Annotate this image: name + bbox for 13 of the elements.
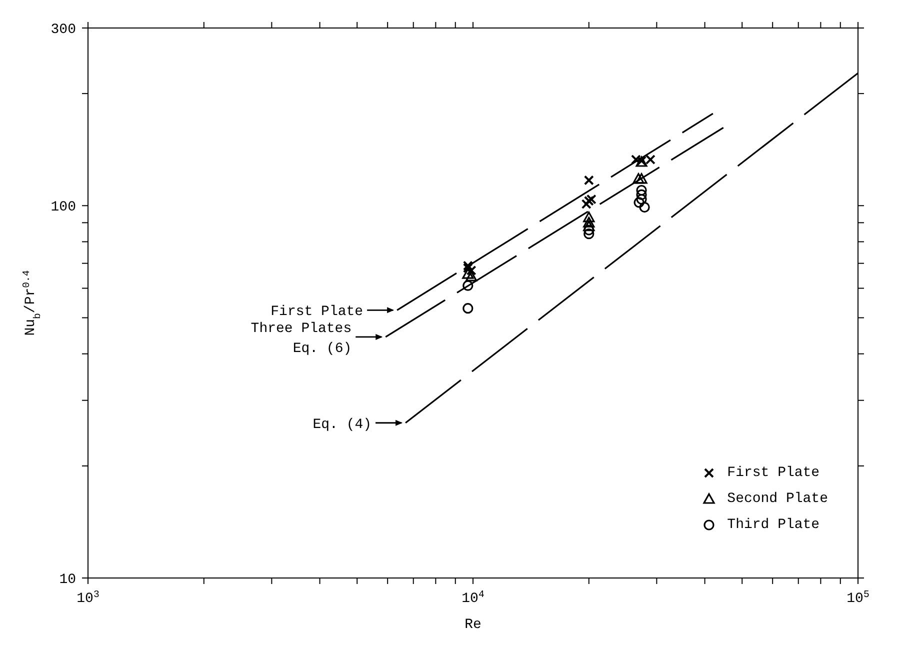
legend-label: First Plate	[727, 465, 820, 481]
y-tick-label: 10	[59, 572, 76, 588]
x-tick-label: 10$^{4}$	[462, 588, 484, 607]
x-axis-title: Re	[464, 617, 482, 633]
text: Eq. (4)	[312, 416, 372, 433]
y-tick-label: 100	[50, 200, 76, 216]
y-tick-label: 300	[50, 22, 76, 38]
text: Three Plates Eq. (6)	[250, 320, 352, 357]
x-tick-label: 10$^{3}$	[76, 588, 100, 607]
legend-label: Second Plate	[727, 491, 828, 507]
x-tick-label: 10$^{5}$	[846, 588, 870, 607]
legend-label: Third Plate	[727, 517, 820, 533]
text: First Plate	[270, 304, 364, 320]
